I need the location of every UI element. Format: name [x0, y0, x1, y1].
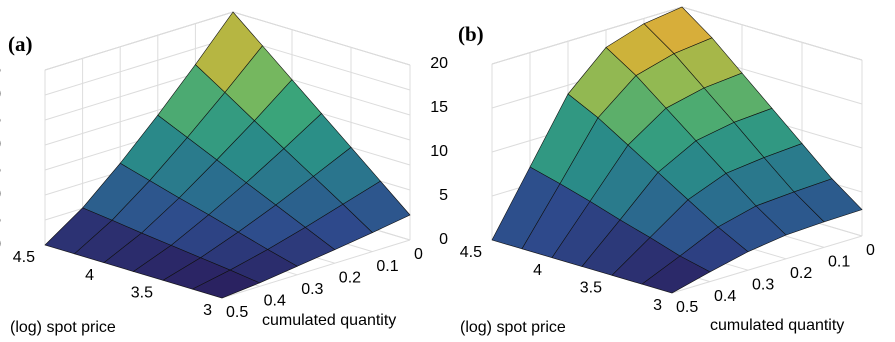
z-tick-label: 35	[0, 61, 1, 78]
x-tick-label: 4	[85, 267, 94, 284]
grid-line	[44, 36, 234, 96]
y-tick-label: 0.3	[301, 281, 323, 298]
surface-patch	[641, 255, 711, 294]
y-tick-label: 0.5	[226, 304, 248, 321]
y-tick-label: 0	[866, 242, 875, 259]
x-tick-label: 3.5	[131, 285, 153, 302]
z-tick-label: 10	[430, 143, 448, 160]
z-tick-label: 5	[0, 211, 1, 228]
y-tick-label: 0	[414, 246, 423, 263]
y-tick-label: 0.1	[828, 254, 850, 271]
z-tick-label: 10	[0, 186, 1, 203]
y-tick-label: 0.2	[339, 269, 361, 286]
surface-patch	[191, 269, 261, 299]
z-tick-label: 15	[430, 99, 448, 116]
grid-line	[221, 239, 411, 299]
panel-label: (a)	[8, 32, 33, 56]
x-tick-label: 3	[203, 302, 212, 319]
z-tick-label: 15	[0, 161, 1, 178]
x-tick-label: 4	[533, 262, 542, 279]
z-tick-label: 0	[0, 236, 1, 253]
grid-line	[681, 6, 863, 61]
grid-line	[232, 11, 411, 66]
grid-line	[491, 6, 683, 65]
x-axis-label: (log) spot price	[460, 319, 566, 336]
y-tick-label: 0.4	[714, 288, 736, 305]
z-tick-label: 20	[430, 55, 448, 72]
z-tick-label: 5	[439, 187, 448, 204]
y-tick-label: 0.5	[676, 299, 698, 316]
panel-label: (b)	[458, 22, 484, 46]
y-tick-label: 0.3	[752, 276, 774, 293]
z-tick-label: 25	[0, 111, 1, 128]
y-tick-label: 0.2	[790, 265, 812, 282]
x-tick-label: 4.5	[460, 244, 482, 261]
z-tick-label: 30	[0, 86, 1, 103]
x-tick-label: 3	[653, 297, 662, 314]
grid-line	[44, 11, 234, 71]
x-axis-label: (log) spot price	[10, 319, 116, 336]
x-tick-label: 4.5	[13, 249, 35, 266]
grid-line	[671, 235, 863, 294]
y-tick-label: 0.4	[264, 293, 286, 310]
x-tick-label: 3.5	[580, 280, 602, 297]
z-tick-label: 0	[439, 231, 448, 248]
y-axis-label: cumulated quantity	[262, 312, 396, 329]
y-axis-label: cumulated quantity	[710, 317, 844, 334]
surface-plot: 0 5 10 15 20 25 30 35 3 3.5 4 4.5 0 0.1 0.2 0.3 0.4 0.5 (l…	[0, 11, 423, 336]
z-tick-label: 20	[0, 136, 1, 153]
surface-plot: 0 5 10 15 20 3 3.5 4 4.5 0 0.1 0.2 0.3 0.4 0.5 (log) sp…	[430, 6, 875, 336]
y-tick-label: 0.1	[376, 258, 398, 275]
